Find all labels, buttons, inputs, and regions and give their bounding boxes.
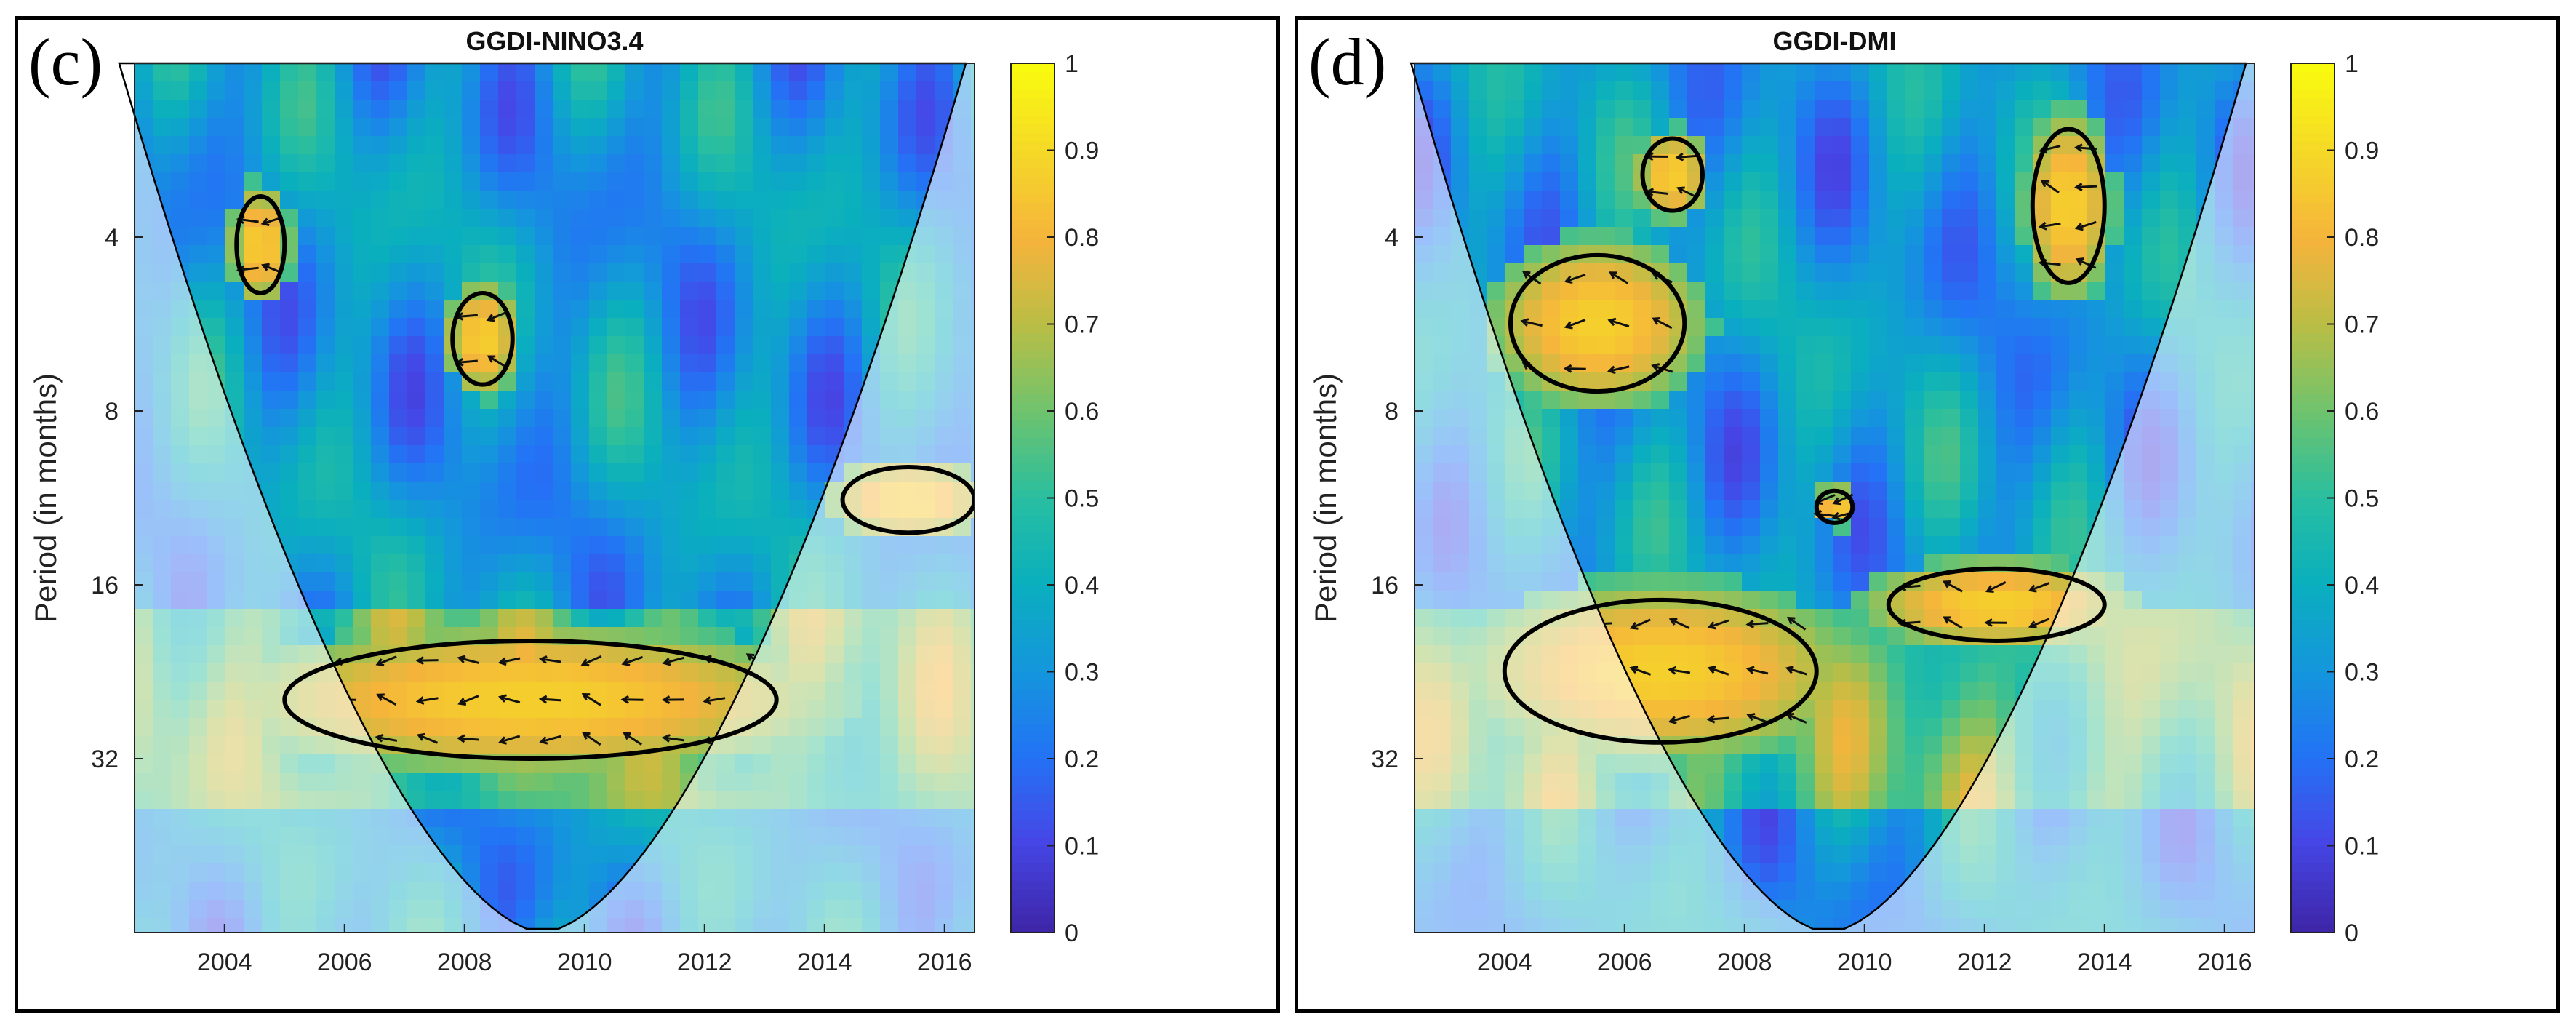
colorbar-tick-label: 0.7 (1065, 311, 1099, 339)
colorbar-tick-label: 0.7 (2345, 311, 2379, 339)
x-tick-label: 2014 (797, 949, 852, 976)
colorbar-tick-label: 0.4 (2345, 572, 2379, 599)
colorbar-tick-label: 0.2 (2345, 746, 2379, 773)
colorbar-tick-label: 0.9 (1065, 137, 1099, 165)
x-tick-label: 2010 (557, 949, 612, 976)
y-axis-label: Period (in months) (1308, 373, 1343, 623)
plot-frame (1414, 63, 2255, 933)
chart-title: GGDI-DMI (1773, 26, 1897, 56)
colorbar-tick-label: 0.6 (1065, 398, 1099, 426)
x-tick-label: 2012 (677, 949, 732, 976)
x-tick-label: 2016 (2197, 949, 2252, 976)
colorbar-tick-label: 0.9 (2345, 137, 2379, 165)
panel-label-d: (d) (1308, 25, 1387, 99)
colorbar-tick-label: 0 (2345, 919, 2359, 947)
x-tick-label: 2012 (1957, 949, 2012, 976)
y-tick-label: 8 (105, 398, 119, 426)
colorbar: 0 0.1 0.2 0.3 0.4 0.5 0.6 0.7 0.8 0.9 1 (2290, 50, 2379, 947)
panel-d-ggdi-dmi: GGDI-DMI 2004 2006 2008 2010 2012 2014 2016 4 8 16… (1295, 16, 2560, 1013)
colorbar-tick-label: 1 (2345, 50, 2359, 78)
colorbar-tick-label: 0.4 (1065, 572, 1099, 599)
y-axis-label: Period (in months) (28, 373, 63, 623)
x-tick-label: 2016 (917, 949, 972, 976)
x-tick-label: 2008 (437, 949, 492, 976)
y-tick-label: 4 (1385, 224, 1399, 252)
cone-of-influence-line (1409, 62, 2247, 930)
y-tick-label: 4 (105, 224, 119, 252)
colorbar-tick-label: 0.3 (2345, 659, 2379, 687)
x-tick-label: 2014 (2077, 949, 2132, 976)
colorbar-tick-label: 0.1 (2345, 833, 2379, 861)
y-tick-label: 32 (91, 746, 119, 773)
panel-c-ggdi-nino34: GGDI-NINO3.4 2004 2006 2008 2010 2012 2014 2016… (15, 16, 1280, 1013)
cone-of-influence-line (118, 62, 967, 930)
colorbar-tick-label: 0.8 (1065, 224, 1099, 252)
colorbar-tick-label: 1 (1065, 50, 1079, 78)
y-tick-label: 32 (1371, 746, 1399, 773)
colorbar-tick-label: 0.3 (1065, 659, 1099, 687)
colorbar-tick-label: 0.1 (1065, 833, 1099, 861)
colorbar-tick-label: 0.5 (2345, 485, 2379, 513)
colorbar: 0 0.1 0.2 0.3 0.4 0.5 0.6 0.7 0.8 0.9 1 (1010, 50, 1099, 947)
wavelet-coherence-chart-c: GGDI-NINO3.4 2004 2006 2008 2010 2012 2014 2016… (28, 26, 1099, 976)
x-tick-label: 2006 (1597, 949, 1652, 976)
x-tick-label: 2010 (1837, 949, 1892, 976)
wavelet-coherence-chart-d: GGDI-DMI 2004 2006 2008 2010 2012 2014 2016 4 8 16… (1308, 26, 2379, 976)
y-tick-label: 8 (1385, 398, 1399, 426)
plot-frame (134, 63, 975, 933)
colorbar-tick-label: 0.6 (2345, 398, 2379, 426)
significance-contours (234, 193, 975, 761)
cone-of-influence-shade (1415, 63, 2255, 933)
colorbar-tick-label: 0.2 (1065, 746, 1099, 773)
colorbar-tick-label: 0 (1065, 919, 1079, 947)
chart-title: GGDI-NINO3.4 (465, 26, 643, 56)
x-tick-label: 2006 (317, 949, 372, 976)
x-tick-label: 2008 (1717, 949, 1772, 976)
y-tick-label: 16 (1371, 572, 1399, 599)
colorbar-tick-label: 0.8 (2345, 224, 2379, 252)
panel-label-c: (c) (28, 25, 103, 99)
x-tick-label: 2004 (197, 949, 252, 976)
x-tick-label: 2004 (1477, 949, 1532, 976)
y-tick-label: 16 (91, 572, 119, 599)
colorbar-tick-label: 0.5 (1065, 485, 1099, 513)
